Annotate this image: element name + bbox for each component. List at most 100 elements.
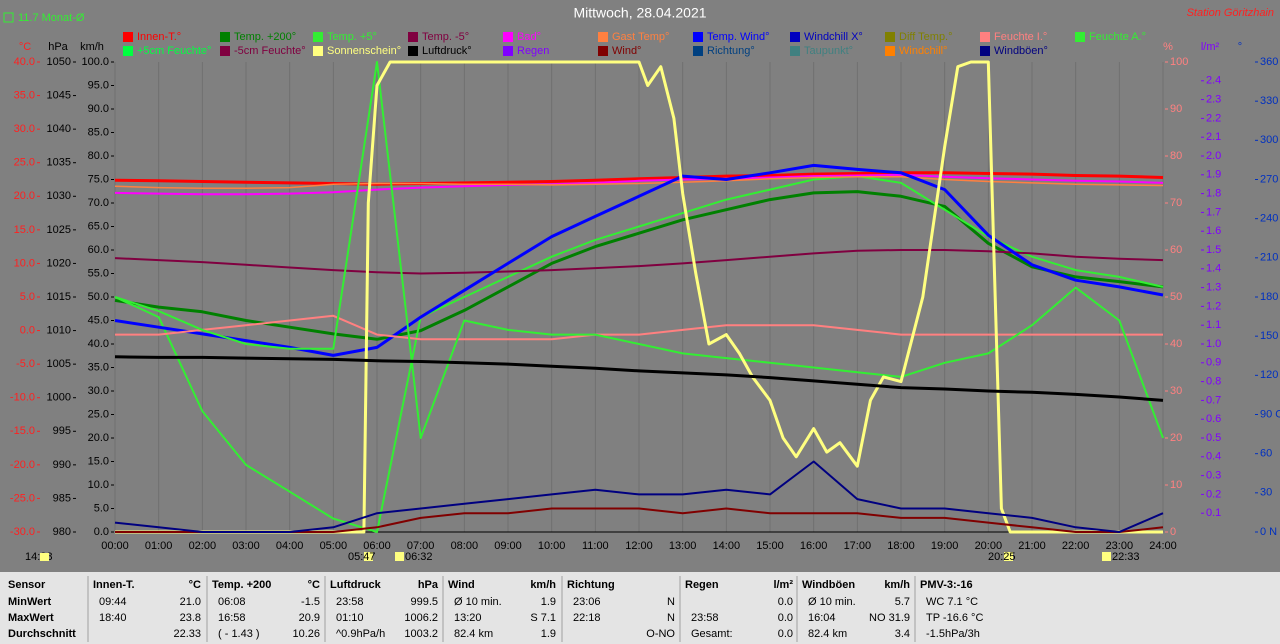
y-tick-label: 980 <box>53 526 71 538</box>
y-tick-label: 25.0 <box>88 408 109 420</box>
chart-title: Mittwoch, 28.04.2021 <box>573 5 706 21</box>
legend-label: Gast Temp° <box>612 31 669 43</box>
y-tick-label: 60.0 <box>88 244 109 256</box>
y-tick-label: 1050 <box>47 56 71 68</box>
stats-value: 0.0 <box>778 596 793 608</box>
legend-label: Diff Temp.° <box>899 31 953 43</box>
series-line <box>114 355 1164 402</box>
stats-value: 1003.2 <box>404 628 438 640</box>
legend-label: -5cm Feuchte° <box>234 45 306 57</box>
sun-icon <box>1004 552 1013 561</box>
legend-label: Taupunkt° <box>804 45 853 57</box>
axis-unit: hPa <box>48 41 68 53</box>
x-tick-label: 21:00 <box>1018 540 1046 552</box>
y-tick-label: -20.0 <box>10 459 35 471</box>
y-tick-label: -25.0 <box>10 492 35 504</box>
y-tick-label: 0 <box>1170 526 1176 538</box>
y-tick-label: 210 <box>1260 252 1278 264</box>
stats-value: O-NO <box>646 628 675 640</box>
y-tick-label: 20.0 <box>88 432 109 444</box>
legend-swatch <box>503 32 513 42</box>
y-tick-label: 0.6 <box>1206 413 1221 425</box>
legend-swatch <box>693 46 703 56</box>
series-line <box>114 249 1164 275</box>
stats-header: l/m² <box>773 579 793 591</box>
station: Station Göritzhain <box>1187 7 1274 19</box>
y-tick-label: 50 <box>1170 291 1182 303</box>
legend-label: Bad° <box>517 31 541 43</box>
stats-value: 18:40 <box>99 612 127 624</box>
stats-value: 0.0 <box>778 612 793 624</box>
y-tick-label: 180 S <box>1260 291 1280 303</box>
legend-swatch <box>790 32 800 42</box>
series-line <box>114 171 1164 186</box>
stats-value: 13:20 <box>454 612 482 624</box>
x-tick-label: 06:00 <box>363 540 391 552</box>
y-tick-label: 1.7 <box>1206 206 1221 218</box>
legend-label: Temp. +200° <box>234 31 296 43</box>
y-tick-label: 2.2 <box>1206 112 1221 124</box>
series-line <box>114 460 1164 533</box>
y-tick-label: 0.7 <box>1206 394 1221 406</box>
stats-value: -1.5 <box>301 596 320 608</box>
sun-time: 06:32 <box>405 551 433 563</box>
stats-value: 82.4 km <box>808 628 847 640</box>
y-tick-label: 25.0 <box>14 157 35 169</box>
stats-label: MaxWert <box>8 612 54 624</box>
y-tick-label: 30.0 <box>88 385 109 397</box>
x-tick-label: 14:00 <box>713 540 741 552</box>
legend-swatch <box>220 46 230 56</box>
legend-swatch <box>598 32 608 42</box>
axis-unit: l/m² <box>1201 41 1220 53</box>
y-tick-label: 100 <box>1170 56 1188 68</box>
legend-swatch <box>693 32 703 42</box>
legend-label: Temp. Wind° <box>707 31 769 43</box>
legend-label: Regen <box>517 45 549 57</box>
stats-value: 23:06 <box>573 596 601 608</box>
series-line <box>114 163 1164 357</box>
y-tick-label: 300 <box>1260 134 1278 146</box>
y-tick-label: 100.0 <box>81 56 109 68</box>
sun-icon <box>364 552 373 561</box>
y-tick-label: 0.8 <box>1206 376 1221 388</box>
y-tick-label: 0.9 <box>1206 357 1221 369</box>
axis-unit: % <box>1163 41 1173 53</box>
y-tick-label: 1035 <box>47 157 71 169</box>
stats-value: 999.5 <box>410 596 438 608</box>
stats-label: MinWert <box>8 596 52 608</box>
legend-label: Feuchte I.° <box>994 31 1047 43</box>
legend-label: Sonnenschein° <box>327 45 401 57</box>
x-tick-label: 08:00 <box>451 540 479 552</box>
y-tick-label: 15.0 <box>88 455 109 467</box>
legend-label: Windböen° <box>994 45 1048 57</box>
axis-unit: ° <box>1238 41 1242 53</box>
y-tick-label: 1000 <box>47 392 71 404</box>
y-tick-label: 40.0 <box>88 338 109 350</box>
legend-swatch <box>885 46 895 56</box>
sun-time: 22:33 <box>1112 551 1140 563</box>
stats-value: 01:10 <box>336 612 364 624</box>
y-tick-label: 65.0 <box>88 220 109 232</box>
legend-label: Windchill X° <box>804 31 863 43</box>
y-tick-label: 10.0 <box>14 257 35 269</box>
stats-value: Gesamt: <box>691 628 733 640</box>
legend-swatch <box>598 46 608 56</box>
sun-icon <box>395 552 404 561</box>
stats-value: 22:18 <box>573 612 601 624</box>
legend-swatch <box>313 46 323 56</box>
legend-swatch <box>1075 32 1085 42</box>
y-tick-label: 2.0 <box>1206 150 1221 162</box>
y-tick-label: 270 W <box>1260 173 1280 185</box>
y-tick-label: 0.0 <box>20 324 35 336</box>
legend-label: Luftdruck° <box>422 45 472 57</box>
y-tick-label: 90 <box>1170 103 1182 115</box>
x-tick-label: 16:00 <box>800 540 828 552</box>
y-tick-label: 150 <box>1260 330 1278 342</box>
x-tick-label: 09:00 <box>494 540 522 552</box>
stats-header: Wind <box>448 579 475 591</box>
stats-value: 23.8 <box>180 612 201 624</box>
stats-value: ( - 1.43 ) <box>218 628 260 640</box>
stats-value: 82.4 km <box>454 628 493 640</box>
y-tick-label: 85.0 <box>88 126 109 138</box>
stats-value: 06:08 <box>218 596 246 608</box>
